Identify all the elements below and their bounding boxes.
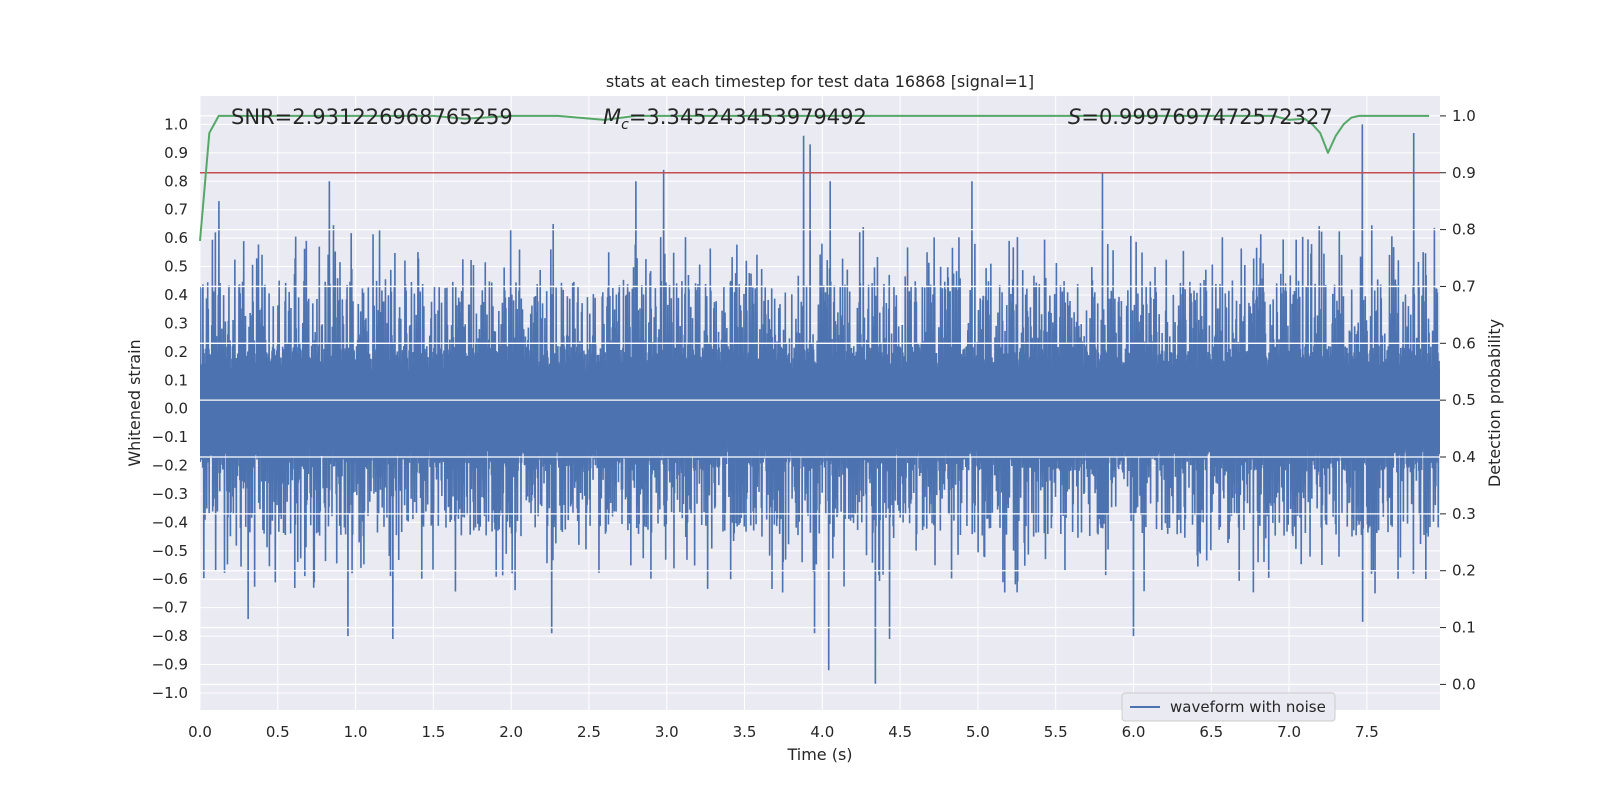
- snr-annotation: SNR=2.931226968765259: [231, 105, 513, 129]
- x-tick-label: 3.0: [655, 723, 679, 741]
- y-tick-label: −1.0: [152, 684, 188, 702]
- x-tick-label: 3.5: [733, 723, 757, 741]
- y-axis-label: Whitened strain: [125, 339, 144, 466]
- y-tick-label: 0.3: [164, 314, 188, 332]
- x-tick-label: 6.5: [1199, 723, 1223, 741]
- y2-tick-label: 0.0: [1452, 675, 1476, 693]
- y-tick-label: 0.6: [164, 229, 188, 247]
- chart-title: stats at each timestep for test data 168…: [606, 72, 1034, 91]
- mc-subscript: c: [621, 117, 629, 133]
- y-tick-label: 0.0: [164, 400, 188, 418]
- y2-tick-label: 0.1: [1452, 619, 1476, 637]
- y-tick-label: 0.4: [164, 286, 188, 304]
- y-tick-label: 0.2: [164, 343, 188, 361]
- y-tick-label: −0.8: [152, 627, 188, 645]
- x-tick-label: 7.0: [1277, 723, 1301, 741]
- x-tick-label: 5.5: [1044, 723, 1068, 741]
- legend-box: [1121, 692, 1336, 722]
- x-tick-label: 1.0: [344, 723, 368, 741]
- x-tick-label: 2.5: [577, 723, 601, 741]
- y2-tick-label: 0.3: [1452, 505, 1476, 523]
- y-tick-label: 0.8: [164, 172, 188, 190]
- legend-label: waveform with noise: [1170, 698, 1326, 716]
- y-tick-label: 0.7: [164, 201, 188, 219]
- y2-tick-label: 0.7: [1452, 277, 1476, 295]
- x-tick-label: 7.5: [1355, 723, 1379, 741]
- y2-axis-label: Detection probability: [1485, 319, 1504, 487]
- y-tick-label: −0.4: [152, 513, 188, 531]
- x-tick-label: 0.0: [188, 723, 212, 741]
- y-tick-label: −0.2: [152, 457, 188, 475]
- waveform-line: [200, 124, 1440, 685]
- probability-line: [199, 114, 1430, 242]
- x-tick-label: 2.0: [499, 723, 523, 741]
- x-tick-label: 4.0: [810, 723, 834, 741]
- y2-tick-label: 0.2: [1452, 562, 1476, 580]
- legend: waveform with noise: [1121, 692, 1336, 722]
- tick-labels: 0.0 0.5 1.0 1.5 2.0 2.5 3.0 3.5 4.0 4.5 5.0 5.5 6.0 6…: [152, 107, 1476, 741]
- y2-tick-label: 0.5: [1452, 391, 1476, 409]
- strain-series: [200, 124, 1440, 685]
- y-tick-label: −0.3: [152, 485, 188, 503]
- y-tick-label: −0.6: [152, 570, 188, 588]
- y2-tick-label: 0.8: [1452, 221, 1476, 239]
- x-tick-label: 1.5: [421, 723, 445, 741]
- x-axis-label: Time (s): [786, 745, 852, 764]
- s-symbol: S: [1068, 105, 1081, 129]
- y2-tick-label: 0.9: [1452, 164, 1476, 182]
- mc-symbol: M: [603, 105, 621, 129]
- x-tick-label: 5.0: [966, 723, 990, 741]
- x-tick-label: 0.5: [266, 723, 290, 741]
- x-tick-label: 4.5: [888, 723, 912, 741]
- probability-series: [199, 114, 1430, 242]
- mc-value: =3.345243453979492: [629, 105, 867, 129]
- y-tick-label: 0.1: [164, 371, 188, 389]
- y2-tick-label: 0.4: [1452, 448, 1476, 466]
- y-tick-label: −0.7: [152, 599, 188, 617]
- x-tick-label: 6.0: [1122, 723, 1146, 741]
- y-tick-label: −0.5: [152, 542, 188, 560]
- y-tick-label: 1.0: [164, 115, 188, 133]
- y-tick-label: −0.1: [152, 428, 188, 446]
- y-tick-label: 0.9: [164, 144, 188, 162]
- mc-annotation: Mc=3.345243453979492: [603, 105, 867, 133]
- y2-tick-label: 1.0: [1452, 107, 1476, 125]
- s-value: =0.9997697472572327: [1081, 105, 1332, 129]
- y-tick-label: 0.5: [164, 258, 188, 276]
- s-annotation: S=0.9997697472572327: [1068, 105, 1333, 129]
- y-tick-label: −0.9: [152, 656, 188, 674]
- y2-tick-label: 0.6: [1452, 334, 1476, 352]
